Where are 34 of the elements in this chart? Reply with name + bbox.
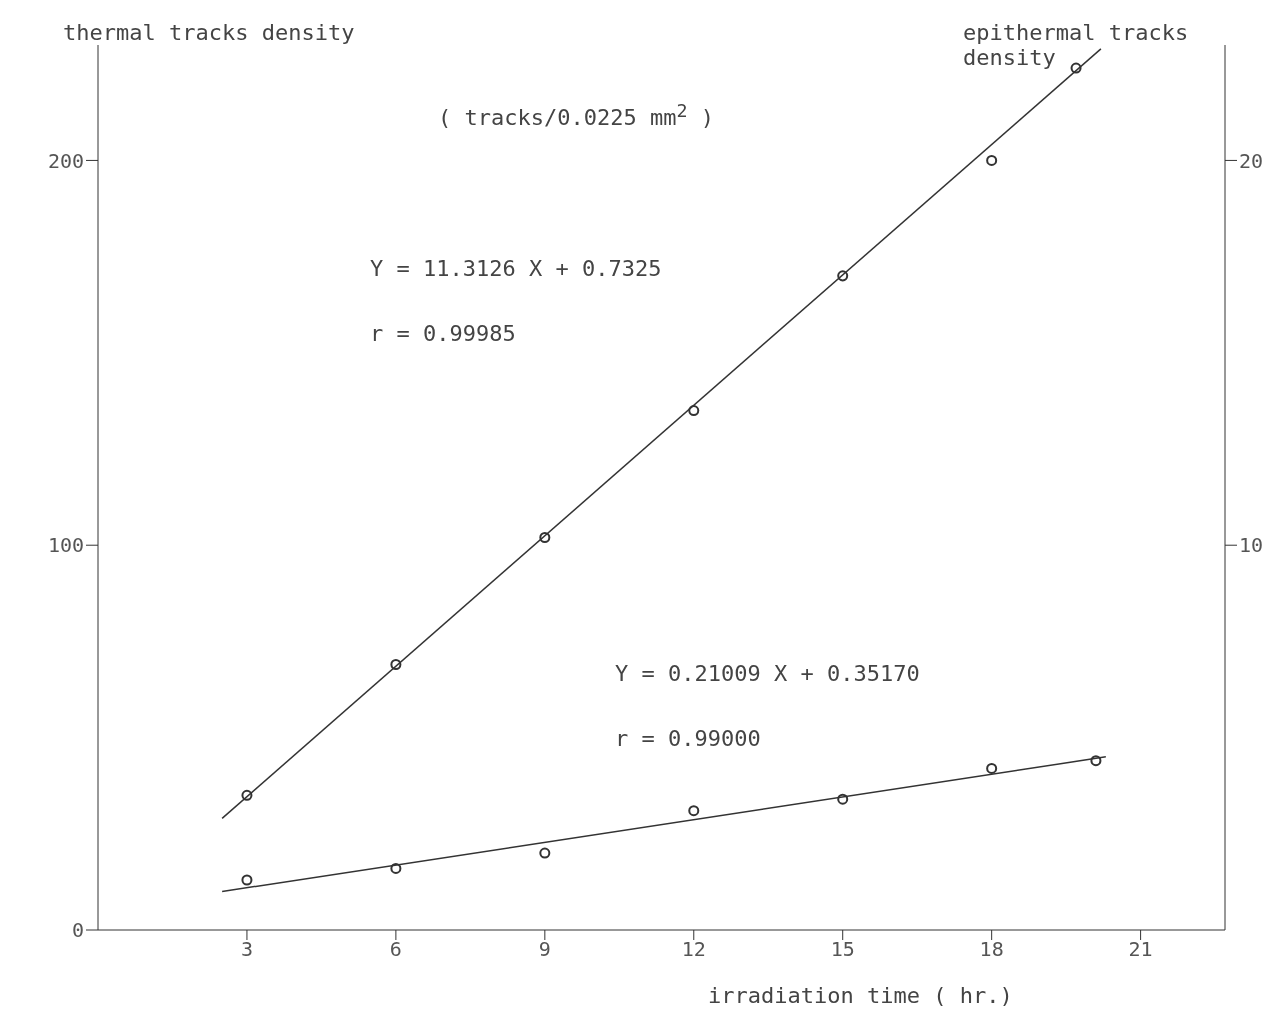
x-tick-label: 3 — [240, 937, 253, 962]
x-axis-title: irradiation time ( hr.) — [708, 983, 1013, 1008]
annotation: Y = 0.21009 X + 0.35170 — [615, 661, 920, 686]
point — [688, 405, 700, 417]
point — [539, 847, 551, 859]
point — [390, 658, 402, 671]
x-tick-label: 18 — [979, 937, 1004, 962]
y2-tick-label: 10 — [1239, 533, 1264, 558]
point — [539, 532, 551, 544]
point — [1090, 755, 1102, 767]
point — [241, 789, 253, 801]
y2-axis-title: epithermal tracks density — [963, 20, 1190, 70]
point — [837, 793, 849, 805]
point — [688, 805, 700, 817]
y-tick-label: 0 — [71, 918, 84, 943]
annotation: r = 0.99000 — [615, 726, 761, 751]
annotation: r = 0.99985 — [370, 321, 516, 346]
x-tick-label: 21 — [1128, 937, 1153, 962]
y-axis-title: thermal tracks density — [63, 20, 355, 45]
annotation: Y = 11.3126 X + 0.7325 — [370, 256, 662, 281]
point — [986, 762, 998, 774]
x-tick-label: 9 — [538, 937, 551, 962]
y2-tick-label: 20 — [1239, 148, 1264, 173]
x-tick-label: 15 — [830, 937, 855, 962]
y-tick-label: 200 — [47, 148, 84, 173]
point — [1070, 62, 1082, 74]
x-tick-label: 12 — [681, 937, 706, 962]
point — [986, 154, 998, 166]
point — [241, 874, 253, 886]
x-tick-label: 6 — [389, 937, 402, 962]
y-tick-label: 100 — [47, 533, 84, 558]
point — [837, 270, 849, 282]
point — [390, 862, 402, 874]
text: ( tracks/0.0225 mm$^{2}$ ) — [438, 100, 714, 131]
